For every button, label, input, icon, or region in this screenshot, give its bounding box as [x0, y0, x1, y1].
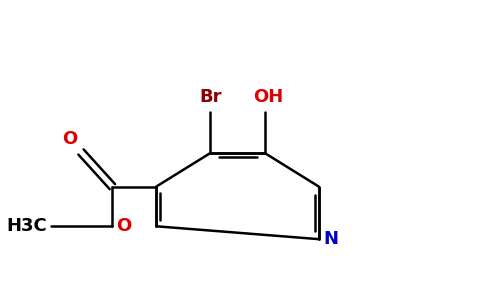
Text: Br: Br: [199, 88, 222, 106]
Text: OH: OH: [253, 88, 284, 106]
Text: N: N: [324, 230, 339, 248]
Text: O: O: [116, 217, 132, 235]
Text: O: O: [62, 130, 77, 148]
Text: H3C: H3C: [6, 217, 47, 235]
